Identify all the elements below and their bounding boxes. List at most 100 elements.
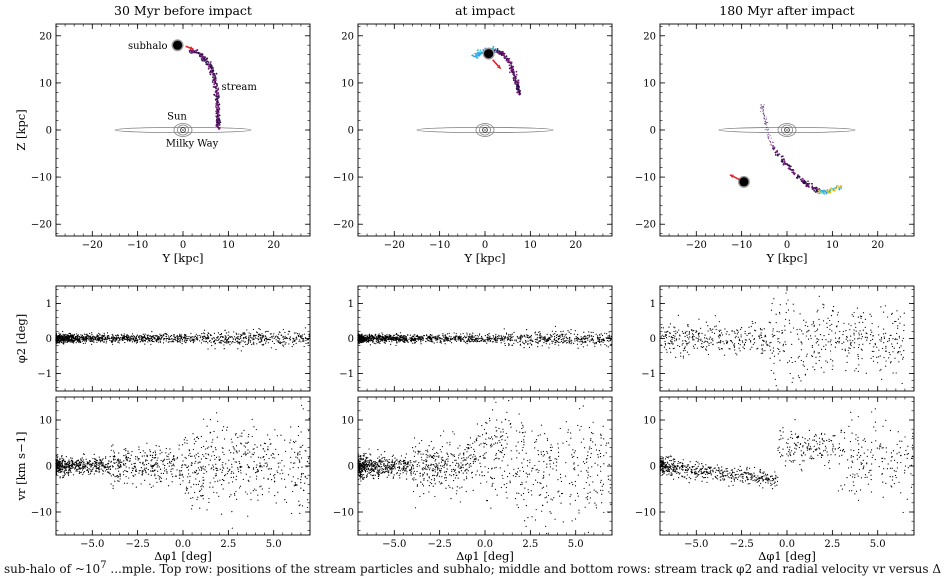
- phi2-point: [269, 336, 271, 339]
- phi2-point: [224, 337, 226, 339]
- phi2-point: [472, 341, 475, 343]
- stream-particle: [474, 55, 477, 58]
- phi2-point: [67, 335, 69, 337]
- phi2-point: [96, 338, 98, 340]
- phi2-point: [673, 326, 675, 328]
- phi2-point: [124, 338, 126, 340]
- phi2-point: [65, 337, 67, 339]
- phi2-point: [106, 336, 108, 338]
- phi2-point: [898, 361, 900, 363]
- y-tick-label: −10: [31, 173, 52, 184]
- phi2-point: [276, 340, 278, 342]
- phi2-point: [678, 329, 680, 331]
- stream-particle: [513, 75, 516, 78]
- phi2-point: [163, 339, 165, 341]
- phi2-point: [794, 360, 796, 363]
- phi2-point: [860, 338, 862, 340]
- phi2-point: [821, 338, 823, 341]
- phi2-point: [262, 335, 264, 337]
- phi2-point: [784, 329, 786, 331]
- stream-particle: [772, 144, 774, 146]
- phi2-point: [701, 332, 703, 334]
- phi2-point: [891, 312, 893, 314]
- phi2-point: [902, 356, 904, 358]
- phi2-point: [548, 337, 550, 339]
- phi2-point: [176, 340, 179, 342]
- y-tick-label: 1: [46, 299, 52, 310]
- phi2-point: [834, 332, 836, 334]
- phi2-point: [805, 355, 808, 357]
- phi2-point: [538, 335, 541, 337]
- phi2-point: [576, 339, 578, 341]
- phi2-point: [686, 351, 689, 353]
- phi2-point: [480, 335, 483, 338]
- phi2-point: [896, 338, 898, 341]
- phi2-point: [777, 353, 779, 355]
- phi2-point: [897, 352, 899, 354]
- x-tick-label: 10: [826, 240, 839, 251]
- phi2-point: [858, 364, 860, 366]
- phi2-point: [682, 342, 684, 345]
- phi2-point: [265, 336, 267, 338]
- phi2-point: [444, 334, 446, 336]
- phi2-point: [555, 330, 557, 333]
- phi2-point: [264, 335, 266, 337]
- phi2-point: [775, 322, 777, 324]
- phi2-point: [895, 320, 897, 323]
- stream-particle: [192, 51, 195, 53]
- phi2-point: [111, 343, 114, 345]
- phi2-point: [503, 338, 505, 340]
- phi2-point: [82, 342, 85, 345]
- phi2-point: [126, 339, 129, 342]
- phi2-point: [812, 366, 814, 368]
- x-axis-label: Y [kpc]: [162, 251, 204, 265]
- phi2-point: [128, 340, 130, 342]
- phi2-point: [777, 340, 779, 343]
- stream-particle: [786, 163, 789, 166]
- phi2-point: [693, 335, 695, 338]
- stream-particle: [474, 52, 477, 55]
- phi2-point: [556, 340, 559, 342]
- phi2-point: [86, 335, 89, 337]
- phi2-point: [730, 339, 732, 342]
- phi2-point: [238, 341, 240, 343]
- phi2-point: [432, 337, 434, 339]
- phi2-point: [253, 338, 255, 340]
- stream-particle: [501, 51, 504, 54]
- phi2-point: [416, 338, 418, 340]
- phi2-point: [760, 334, 762, 336]
- phi2-point: [862, 321, 864, 323]
- phi2-point: [765, 340, 767, 342]
- phi2-point: [135, 339, 137, 341]
- phi2-point: [507, 334, 510, 336]
- stream-particle: [216, 108, 218, 111]
- phi2-point: [288, 337, 290, 340]
- phi2-point: [496, 339, 498, 341]
- phi2-point: [266, 339, 268, 341]
- phi2-point: [831, 323, 833, 325]
- phi2-point: [97, 339, 99, 341]
- phi2-point: [245, 343, 247, 346]
- phi2-point: [251, 343, 253, 346]
- phi2-point: [254, 337, 256, 339]
- phi2-point: [134, 340, 137, 342]
- phi2-point: [119, 337, 121, 339]
- phi2-point: [728, 348, 730, 350]
- phi2-point: [760, 352, 762, 354]
- phi2-point: [885, 360, 887, 362]
- stream-particle: [768, 136, 770, 138]
- phi2-point: [58, 341, 60, 344]
- phi2-point: [478, 334, 480, 336]
- phi2-point: [683, 347, 685, 350]
- phi2-point: [378, 333, 380, 335]
- phi2-point: [385, 339, 387, 341]
- phi2-point: [897, 325, 899, 327]
- stream-particle: [213, 83, 216, 86]
- phi2-point: [705, 348, 707, 350]
- phi2-point: [357, 336, 359, 338]
- phi2-point: [370, 340, 372, 342]
- phi2-point: [570, 333, 572, 335]
- phi2-point: [779, 342, 781, 344]
- phi2-point: [889, 362, 892, 364]
- phi2-point: [65, 341, 67, 343]
